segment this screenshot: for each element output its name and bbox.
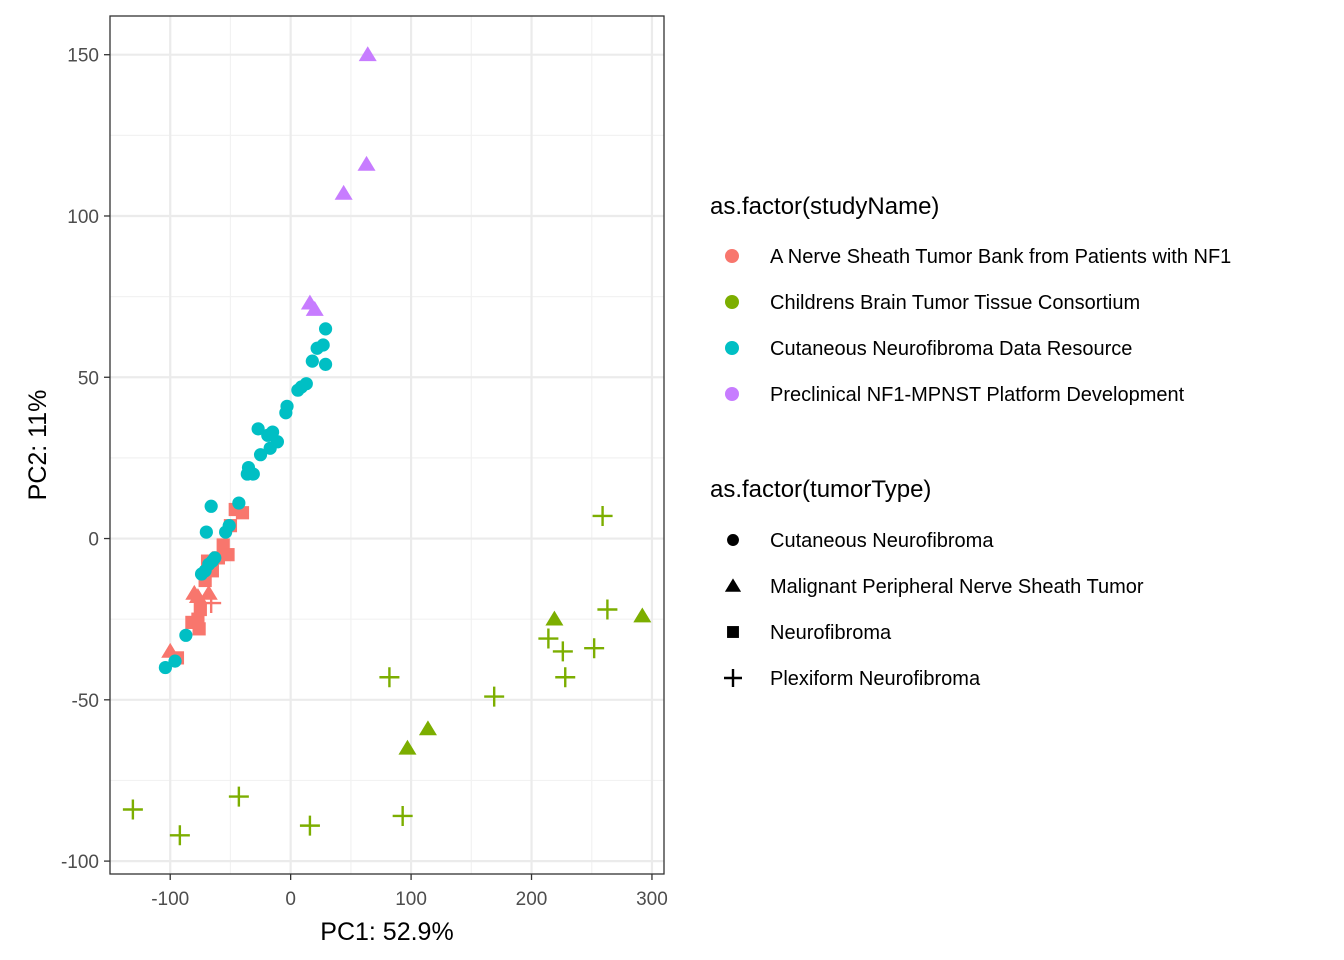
y-tick-label: -50 bbox=[72, 691, 99, 712]
data-point bbox=[592, 505, 613, 526]
legend-label: Plexiform Neurofibroma bbox=[770, 668, 981, 690]
legend-label: A Nerve Sheath Tumor Bank from Patients … bbox=[770, 246, 1231, 268]
data-point bbox=[552, 641, 573, 662]
legend-label: Malignant Peripheral Nerve Sheath Tumor bbox=[770, 576, 1144, 598]
grid-major bbox=[110, 16, 664, 874]
shape-legend: as.factor(tumorType) Cutaneous Neurofibr… bbox=[710, 476, 1144, 690]
data-point bbox=[555, 667, 576, 688]
data-points bbox=[122, 46, 652, 846]
x-tick-label: 0 bbox=[285, 889, 296, 910]
legend-key-color bbox=[725, 295, 739, 309]
y-tick-label: 150 bbox=[67, 46, 99, 67]
data-point bbox=[192, 622, 206, 636]
data-point bbox=[597, 599, 618, 620]
data-point bbox=[221, 548, 235, 562]
shape-legend-title: as.factor(tumorType) bbox=[710, 476, 931, 503]
x-tick-label: 300 bbox=[636, 889, 668, 910]
legend-label: Neurofibroma bbox=[770, 622, 892, 644]
data-point bbox=[305, 301, 324, 316]
y-axis: -100 -50 0 50 100 150 bbox=[61, 46, 110, 873]
color-legend-items: A Nerve Sheath Tumor Bank from Patients … bbox=[725, 246, 1231, 406]
data-point bbox=[357, 155, 376, 171]
data-point bbox=[318, 357, 333, 371]
plot-border bbox=[109, 15, 665, 875]
x-tick-label: 100 bbox=[395, 889, 427, 910]
shape-legend-items: Cutaneous Neurofibroma Malignant Peripher… bbox=[724, 530, 1144, 690]
data-point bbox=[299, 377, 313, 391]
data-point bbox=[232, 496, 246, 510]
data-point bbox=[334, 184, 353, 200]
data-point bbox=[204, 499, 218, 513]
plot-background bbox=[110, 16, 664, 874]
data-point bbox=[246, 467, 260, 481]
legend-label: Childrens Brain Tumor Tissue Consortium bbox=[770, 292, 1140, 314]
color-legend: as.factor(studyName) A Nerve Sheath Tumo… bbox=[710, 193, 1231, 406]
data-point bbox=[305, 354, 319, 368]
data-point bbox=[538, 628, 559, 649]
color-legend-title: as.factor(studyName) bbox=[710, 193, 939, 220]
data-point bbox=[179, 628, 193, 642]
legend-key-shape bbox=[727, 534, 739, 546]
data-point bbox=[251, 422, 265, 436]
data-point bbox=[299, 815, 320, 836]
legend-label: Preclinical NF1-MPNST Platform Developme… bbox=[770, 384, 1185, 406]
data-point bbox=[633, 607, 652, 623]
data-point bbox=[122, 799, 143, 820]
legend-key-shape bbox=[724, 578, 742, 592]
y-tick-label: -100 bbox=[61, 852, 99, 873]
data-point bbox=[316, 338, 330, 352]
data-point bbox=[318, 322, 333, 336]
data-point bbox=[584, 638, 605, 659]
data-point bbox=[270, 435, 285, 449]
data-point bbox=[418, 720, 437, 736]
data-point bbox=[392, 805, 413, 826]
x-axis-title: PC1: 52.9% bbox=[320, 918, 453, 946]
y-tick-label: 100 bbox=[67, 207, 99, 228]
x-axis: -100 0 100 200 300 bbox=[151, 874, 668, 910]
data-point bbox=[358, 46, 377, 62]
grid-minor bbox=[109, 16, 664, 874]
data-point bbox=[545, 610, 564, 626]
legend-label: Cutaneous Neurofibroma bbox=[770, 530, 994, 552]
data-point bbox=[228, 786, 249, 807]
legend-key-color bbox=[725, 249, 739, 263]
x-tick-label: -100 bbox=[151, 889, 189, 910]
x-tick-label: 200 bbox=[516, 889, 548, 910]
legend-key-shape bbox=[727, 626, 739, 638]
data-point bbox=[158, 660, 172, 675]
data-point bbox=[199, 584, 218, 600]
data-point bbox=[208, 551, 222, 565]
data-point bbox=[193, 602, 207, 617]
data-point bbox=[169, 825, 190, 846]
legend-label: Cutaneous Neurofibroma Data Resource bbox=[770, 338, 1132, 360]
data-point bbox=[168, 654, 182, 668]
data-point bbox=[253, 448, 268, 462]
legend-key-shape bbox=[724, 669, 742, 687]
data-point bbox=[379, 667, 400, 688]
data-point bbox=[398, 739, 417, 755]
data-point bbox=[222, 519, 236, 533]
legend-key-color bbox=[725, 387, 739, 401]
y-tick-label: 0 bbox=[88, 530, 99, 551]
data-point bbox=[199, 525, 213, 539]
y-tick-label: 50 bbox=[78, 368, 99, 389]
data-point bbox=[484, 686, 505, 707]
data-point bbox=[280, 399, 294, 413]
legend-key-color bbox=[725, 341, 739, 355]
y-axis-title: PC2: 11% bbox=[24, 390, 52, 501]
